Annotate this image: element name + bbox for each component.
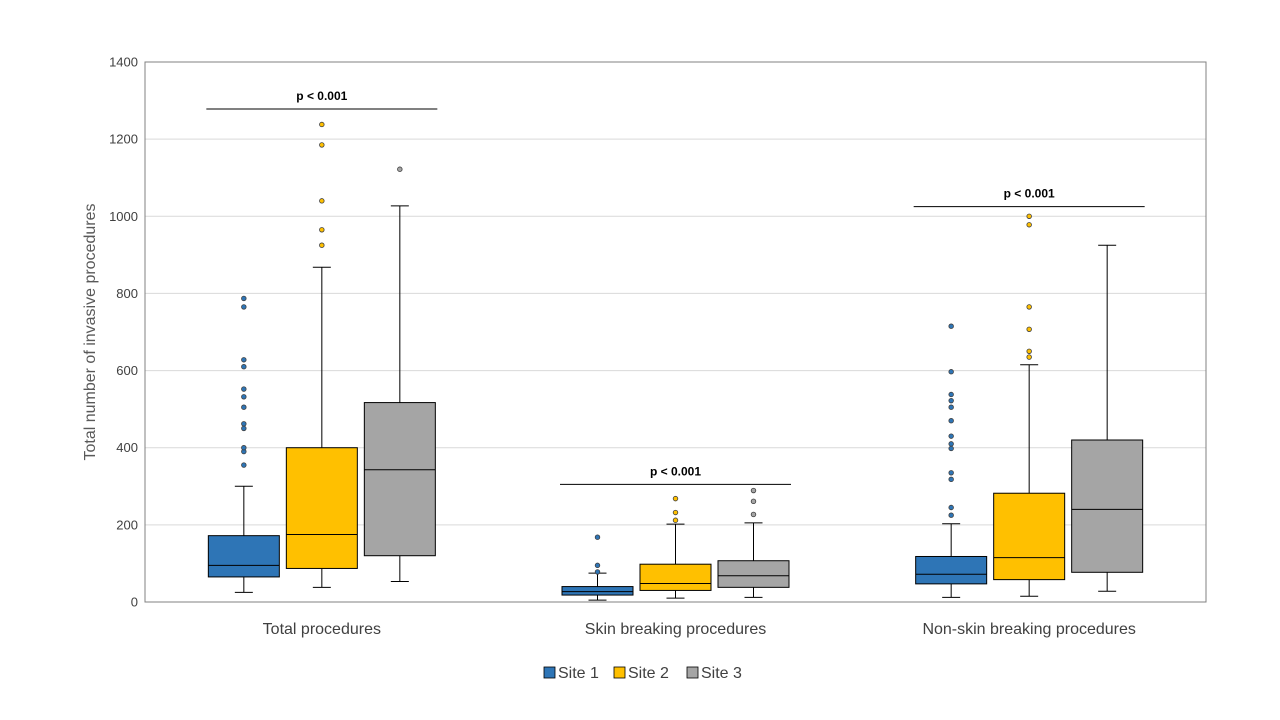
outlier-point [319, 227, 325, 233]
y-tick-label: 1000 [109, 209, 138, 224]
significance-annotations: p < 0.001 p < 0.001 p < 0.001 [206, 89, 1145, 485]
outlier-point [594, 569, 601, 575]
box-site-2 [993, 213, 1066, 597]
outlier-point [948, 391, 954, 398]
box-site-2 [639, 495, 712, 599]
legend-swatch [686, 666, 699, 679]
outlier-point [319, 242, 325, 248]
outlier-point [241, 357, 247, 363]
box-site-2 [285, 121, 358, 588]
outlier-point [948, 476, 954, 483]
outlier-point [241, 445, 247, 451]
outlier-point [397, 166, 403, 172]
outlier-point [1026, 354, 1032, 360]
outlier-point [948, 397, 954, 404]
outlier-point [672, 517, 679, 523]
outlier-point [948, 504, 954, 511]
box-site-3 [717, 487, 790, 598]
x-axis-category-labels: Total procedures Skin breaking procedures… [263, 621, 1136, 638]
outlier-point [241, 404, 247, 410]
y-tick-label: 600 [116, 363, 138, 378]
p-value-label: p < 0.001 [296, 89, 347, 103]
box-iqr [561, 586, 634, 596]
y-axis-ticks: 0 200 400 600 800 1000 1200 1400 [109, 55, 138, 610]
p-value-label: p < 0.001 [1004, 187, 1055, 201]
outlier-point [241, 295, 247, 302]
outlier-point [1026, 222, 1032, 228]
y-tick-label: 200 [116, 517, 138, 532]
x-category-label: Skin breaking procedures [585, 621, 766, 638]
outlier-point [241, 425, 247, 432]
legend-label: Site 3 [701, 665, 742, 682]
outlier-point [672, 495, 679, 502]
outlier-point [750, 498, 757, 505]
outlier-point [948, 369, 954, 375]
y-tick-label: 0 [131, 595, 138, 610]
outlier-point [948, 323, 954, 329]
outlier-point [241, 462, 247, 468]
x-category-label: Non-skin breaking procedures [922, 621, 1135, 638]
box-iqr [717, 560, 790, 588]
outlier-point [948, 512, 954, 518]
outlier-point [948, 404, 954, 410]
outlier-point [594, 534, 601, 540]
legend: Site 1 Site 2 Site 3 [543, 665, 742, 682]
box-iqr [993, 492, 1066, 581]
outlier-point [1026, 213, 1032, 219]
outlier-point [948, 433, 954, 439]
box-iqr [1071, 439, 1144, 573]
box-series [207, 121, 1144, 601]
y-tick-label: 1200 [109, 132, 138, 147]
outlier-point [241, 364, 247, 370]
box-site-3 [363, 166, 436, 583]
outlier-point [319, 198, 325, 204]
box-site-3 [1071, 244, 1144, 592]
box-site-1 [915, 323, 988, 598]
outlier-point [948, 445, 954, 452]
outlier-point [1026, 348, 1032, 354]
outlier-point [241, 304, 247, 310]
outlier-point [948, 470, 954, 476]
box-iqr [915, 555, 988, 585]
box-iqr [285, 447, 358, 569]
p-value-label: p < 0.001 [650, 464, 701, 478]
plot-area-frame [144, 61, 1207, 603]
outlier-point [594, 562, 601, 569]
outlier-point [241, 421, 247, 427]
legend-swatch [613, 666, 626, 679]
box-iqr [639, 563, 712, 591]
outlier-point [319, 121, 325, 128]
outlier-point [319, 142, 325, 148]
outlier-point [1026, 304, 1032, 310]
outlier-point [948, 441, 954, 447]
legend-label: Site 1 [558, 665, 599, 682]
box-site-1 [561, 534, 634, 601]
outlier-point [241, 394, 247, 400]
outlier-point [948, 418, 954, 424]
box-iqr [207, 535, 280, 578]
y-tick-label: 400 [116, 440, 138, 455]
y-tick-label: 800 [116, 286, 138, 301]
x-category-label: Total procedures [263, 621, 381, 638]
outlier-point [672, 509, 679, 516]
outlier-point [1026, 326, 1032, 332]
box-site-1 [207, 295, 280, 593]
y-tick-label: 1400 [109, 55, 138, 70]
box-iqr [363, 402, 436, 557]
outlier-point [750, 487, 757, 494]
outlier-point [241, 386, 247, 392]
outlier-point [750, 511, 757, 518]
y-axis-title: Total number of invasive procedures [82, 203, 99, 460]
legend-swatch [543, 666, 556, 679]
legend-label: Site 2 [628, 665, 669, 682]
